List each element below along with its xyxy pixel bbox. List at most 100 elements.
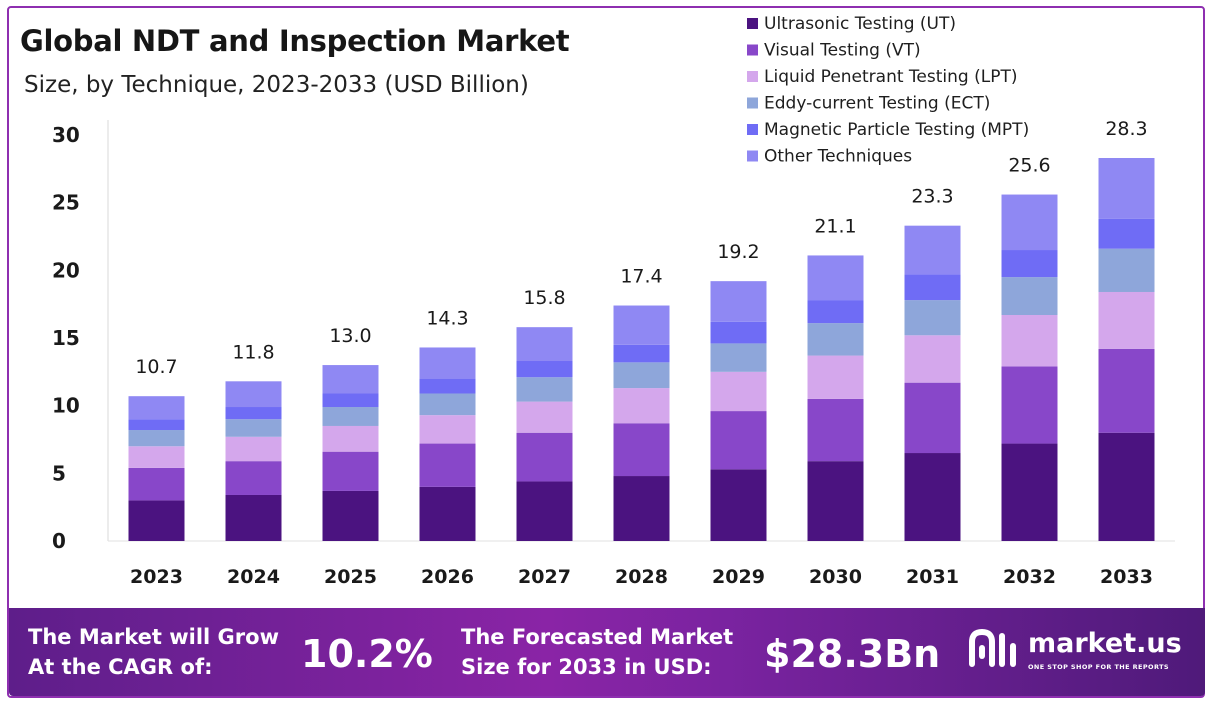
bar-segment <box>516 327 573 362</box>
legend-label: Ultrasonic Testing (UT) <box>764 14 956 34</box>
bar-segment <box>807 355 864 399</box>
cagr-label-line2: At the CAGR of: <box>28 655 213 679</box>
x-tick-label: 2028 <box>615 566 668 588</box>
bar-segment <box>1098 248 1155 292</box>
bar-segment <box>1098 432 1155 541</box>
legend-swatch <box>747 18 758 29</box>
bar-segment <box>128 446 185 468</box>
x-tick-label: 2025 <box>324 566 377 588</box>
bar-segment <box>322 425 379 452</box>
bar-segment <box>516 481 573 541</box>
x-tick-label: 2033 <box>1100 566 1153 588</box>
bar-total-label: 17.4 <box>620 266 662 288</box>
legend-swatch <box>747 150 758 162</box>
bar-segment <box>710 411 767 470</box>
bar-segment <box>419 378 476 394</box>
bar-segment <box>904 335 961 383</box>
y-tick-label: 5 <box>52 461 66 485</box>
bar-segment <box>419 347 476 379</box>
bar-segment <box>710 343 767 372</box>
bar-segment <box>904 300 961 336</box>
bar-segment <box>613 388 670 424</box>
bar-segment <box>807 461 864 541</box>
legend-label: Visual Testing (VT) <box>764 41 921 61</box>
bar-segment <box>128 396 185 420</box>
bar-segment <box>710 281 767 322</box>
y-tick-label: 0 <box>52 529 66 553</box>
legend-swatch <box>747 71 758 82</box>
bar-segment <box>419 486 476 541</box>
x-tick-label: 2023 <box>130 566 183 588</box>
bar-segment <box>613 344 670 363</box>
legend-label: Other Techniques <box>764 147 912 167</box>
chart-subtitle: Size, by Technique, 2023-2033 (USD Billi… <box>24 72 529 98</box>
bar-segment <box>904 453 961 541</box>
legend-label: Magnetic Particle Testing (MPT) <box>764 120 1029 140</box>
footer-banner: The Market will Grow At the CAGR of: 10.… <box>9 608 1205 696</box>
bar-segment <box>225 436 282 462</box>
bar-segment <box>1001 314 1058 367</box>
y-tick-label: 15 <box>52 326 80 350</box>
bar-segment <box>1001 250 1058 278</box>
y-tick-label: 20 <box>52 258 80 282</box>
bar-segment <box>807 323 864 356</box>
bar-segment <box>710 321 767 344</box>
legend-swatch <box>747 124 758 135</box>
forecast-label-line2: Size for 2033 in USD: <box>461 655 712 679</box>
legend-swatch <box>747 44 758 56</box>
y-tick-label: 25 <box>52 191 80 215</box>
bar-total-label: 15.8 <box>523 287 565 309</box>
x-tick-label: 2026 <box>421 566 474 588</box>
bar-segment <box>613 305 670 345</box>
x-tick-label: 2032 <box>1003 566 1056 588</box>
x-tick-label: 2027 <box>518 566 571 588</box>
x-tick-label: 2030 <box>809 566 862 588</box>
bar-total-label: 25.6 <box>1008 155 1050 177</box>
stacked-bar-chart: 05101520253010.7202311.8202413.0202514.3… <box>52 14 1175 588</box>
cagr-value: 10.2% <box>301 632 433 676</box>
bar-segment <box>710 371 767 412</box>
bar-segment <box>807 300 864 324</box>
brand-block[interactable]: market.us ONE STOP SHOP FOR THE REPORTS <box>966 622 1196 682</box>
x-tick-label: 2024 <box>227 566 280 588</box>
bar-segment <box>419 415 476 444</box>
bar-segment <box>322 365 379 394</box>
bar-segment <box>128 500 185 541</box>
bar-total-label: 11.8 <box>232 341 274 363</box>
bar-segment <box>613 423 670 477</box>
bar-segment <box>128 430 185 447</box>
bar-total-label: 23.3 <box>911 186 953 208</box>
bar-segment <box>904 382 961 454</box>
forecast-label-line1: The Forecasted Market <box>461 625 734 649</box>
y-tick-label: 10 <box>52 394 80 418</box>
chart-title: Global NDT and Inspection Market <box>20 24 570 58</box>
bar-segment <box>1098 348 1155 433</box>
bar-segment <box>904 274 961 301</box>
bar-segment <box>419 393 476 416</box>
bar-segment <box>516 401 573 433</box>
legend-swatch <box>747 97 758 109</box>
bar-segment <box>807 398 864 462</box>
bar-segment <box>1001 277 1058 315</box>
brand-name: market.us <box>1028 628 1182 659</box>
bar-segment <box>322 490 379 541</box>
cagr-label: The Market will Grow At the CAGR of: <box>28 622 279 682</box>
bar-segment <box>613 362 670 389</box>
cagr-label-line1: The Market will Grow <box>28 625 279 649</box>
bar-segment <box>710 469 767 541</box>
bar-segment <box>128 467 185 501</box>
legend-label: Liquid Penetrant Testing (LPT) <box>764 67 1017 87</box>
market-us-logo-icon <box>969 628 1016 667</box>
bar-segment <box>322 451 379 491</box>
bar-segment <box>225 494 282 541</box>
bar-segment <box>1098 218 1155 249</box>
bar-segment <box>1001 366 1058 444</box>
bar-segment <box>516 361 573 378</box>
bar-total-label: 28.3 <box>1105 118 1147 140</box>
brand-tagline: ONE STOP SHOP FOR THE REPORTS <box>1028 663 1169 671</box>
forecast-value: $28.3Bn <box>764 632 941 676</box>
bar-segment <box>225 407 282 420</box>
bar-segment <box>419 443 476 487</box>
bar-segment <box>516 432 573 482</box>
bar-segment <box>225 461 282 495</box>
